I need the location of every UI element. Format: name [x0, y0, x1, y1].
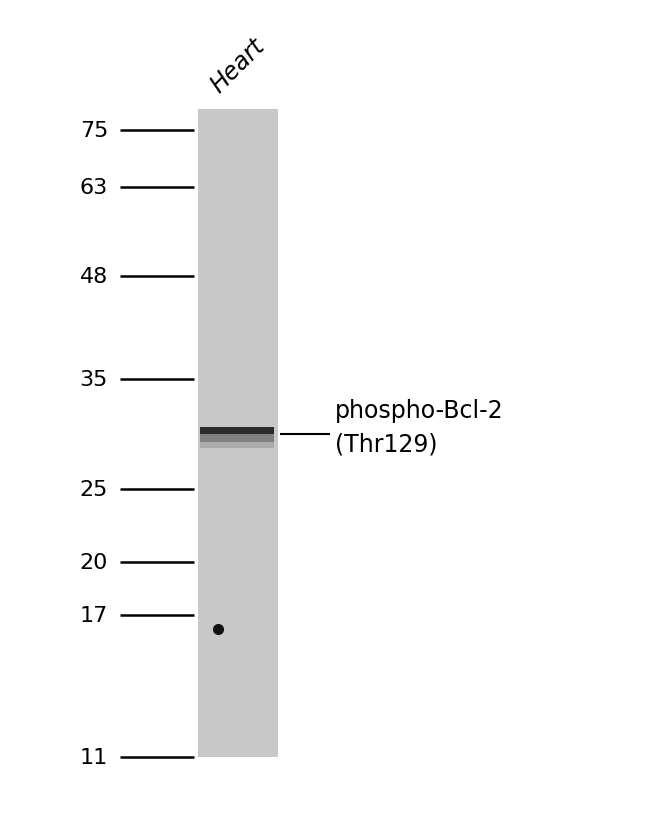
Text: 63: 63	[80, 178, 108, 197]
Text: 20: 20	[79, 552, 108, 572]
Text: 17: 17	[80, 605, 108, 625]
Text: 75: 75	[79, 121, 108, 141]
Text: phospho-Bcl-2
(Thr129): phospho-Bcl-2 (Thr129)	[335, 399, 504, 456]
Bar	[200, 434, 274, 443]
Text: Heart: Heart	[206, 34, 270, 98]
Text: 11: 11	[80, 747, 108, 767]
Text: 25: 25	[79, 479, 108, 500]
Bar	[198, 110, 278, 757]
Text: 35: 35	[79, 369, 108, 390]
Bar	[200, 428, 274, 434]
Text: 48: 48	[80, 266, 108, 287]
Bar	[200, 443, 274, 449]
